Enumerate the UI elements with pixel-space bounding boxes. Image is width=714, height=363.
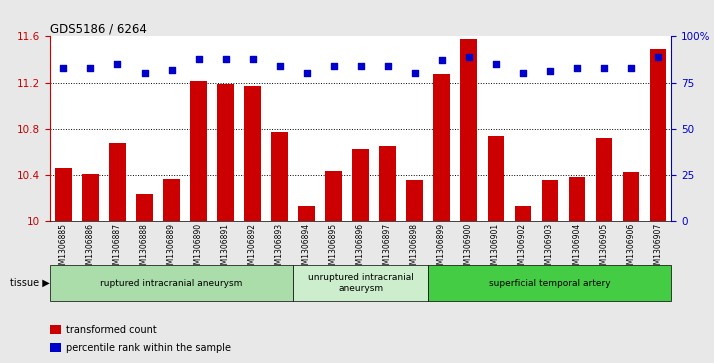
- Bar: [568, 178, 585, 221]
- Bar: [298, 207, 315, 221]
- Point: [544, 69, 555, 74]
- Bar: [50, 265, 293, 301]
- Bar: [541, 180, 558, 221]
- Bar: [623, 172, 639, 221]
- Point: [166, 67, 177, 73]
- Bar: [433, 74, 450, 221]
- Point: [409, 70, 421, 76]
- Bar: [353, 148, 368, 221]
- Bar: [109, 143, 126, 221]
- Bar: [293, 265, 428, 301]
- Point: [436, 57, 447, 63]
- Point: [382, 63, 393, 69]
- Text: percentile rank within the sample: percentile rank within the sample: [66, 343, 231, 353]
- Point: [220, 56, 231, 61]
- Point: [463, 54, 474, 60]
- Bar: [515, 207, 531, 221]
- Text: GDS5186 / 6264: GDS5186 / 6264: [50, 22, 147, 35]
- Point: [85, 65, 96, 71]
- Bar: [406, 180, 423, 221]
- Bar: [82, 174, 99, 221]
- Point: [301, 70, 312, 76]
- Point: [571, 65, 583, 71]
- Bar: [461, 38, 477, 221]
- Bar: [595, 138, 612, 221]
- Bar: [326, 171, 342, 221]
- Point: [328, 63, 339, 69]
- Bar: [488, 136, 503, 221]
- Point: [58, 65, 69, 71]
- Text: superficial temporal artery: superficial temporal artery: [489, 279, 610, 287]
- Bar: [271, 132, 288, 221]
- Bar: [50, 343, 61, 352]
- Text: transformed count: transformed count: [66, 325, 157, 335]
- Point: [247, 56, 258, 61]
- Point: [652, 54, 663, 60]
- Bar: [218, 84, 233, 221]
- Bar: [379, 146, 396, 221]
- Text: unruptured intracranial
aneurysm: unruptured intracranial aneurysm: [308, 273, 413, 293]
- Bar: [164, 179, 180, 221]
- Bar: [191, 81, 206, 221]
- Bar: [244, 86, 261, 221]
- Point: [355, 63, 366, 69]
- Point: [193, 56, 204, 61]
- Point: [517, 70, 528, 76]
- Point: [598, 65, 609, 71]
- Bar: [428, 265, 671, 301]
- Bar: [136, 194, 153, 221]
- Point: [490, 61, 501, 67]
- Point: [112, 61, 124, 67]
- Point: [139, 70, 150, 76]
- Text: tissue ▶: tissue ▶: [10, 278, 50, 288]
- Text: ruptured intracranial aneurysm: ruptured intracranial aneurysm: [101, 279, 243, 287]
- Bar: [56, 168, 71, 221]
- Bar: [650, 49, 665, 221]
- Bar: [50, 325, 61, 334]
- Point: [625, 65, 636, 71]
- Point: [274, 63, 286, 69]
